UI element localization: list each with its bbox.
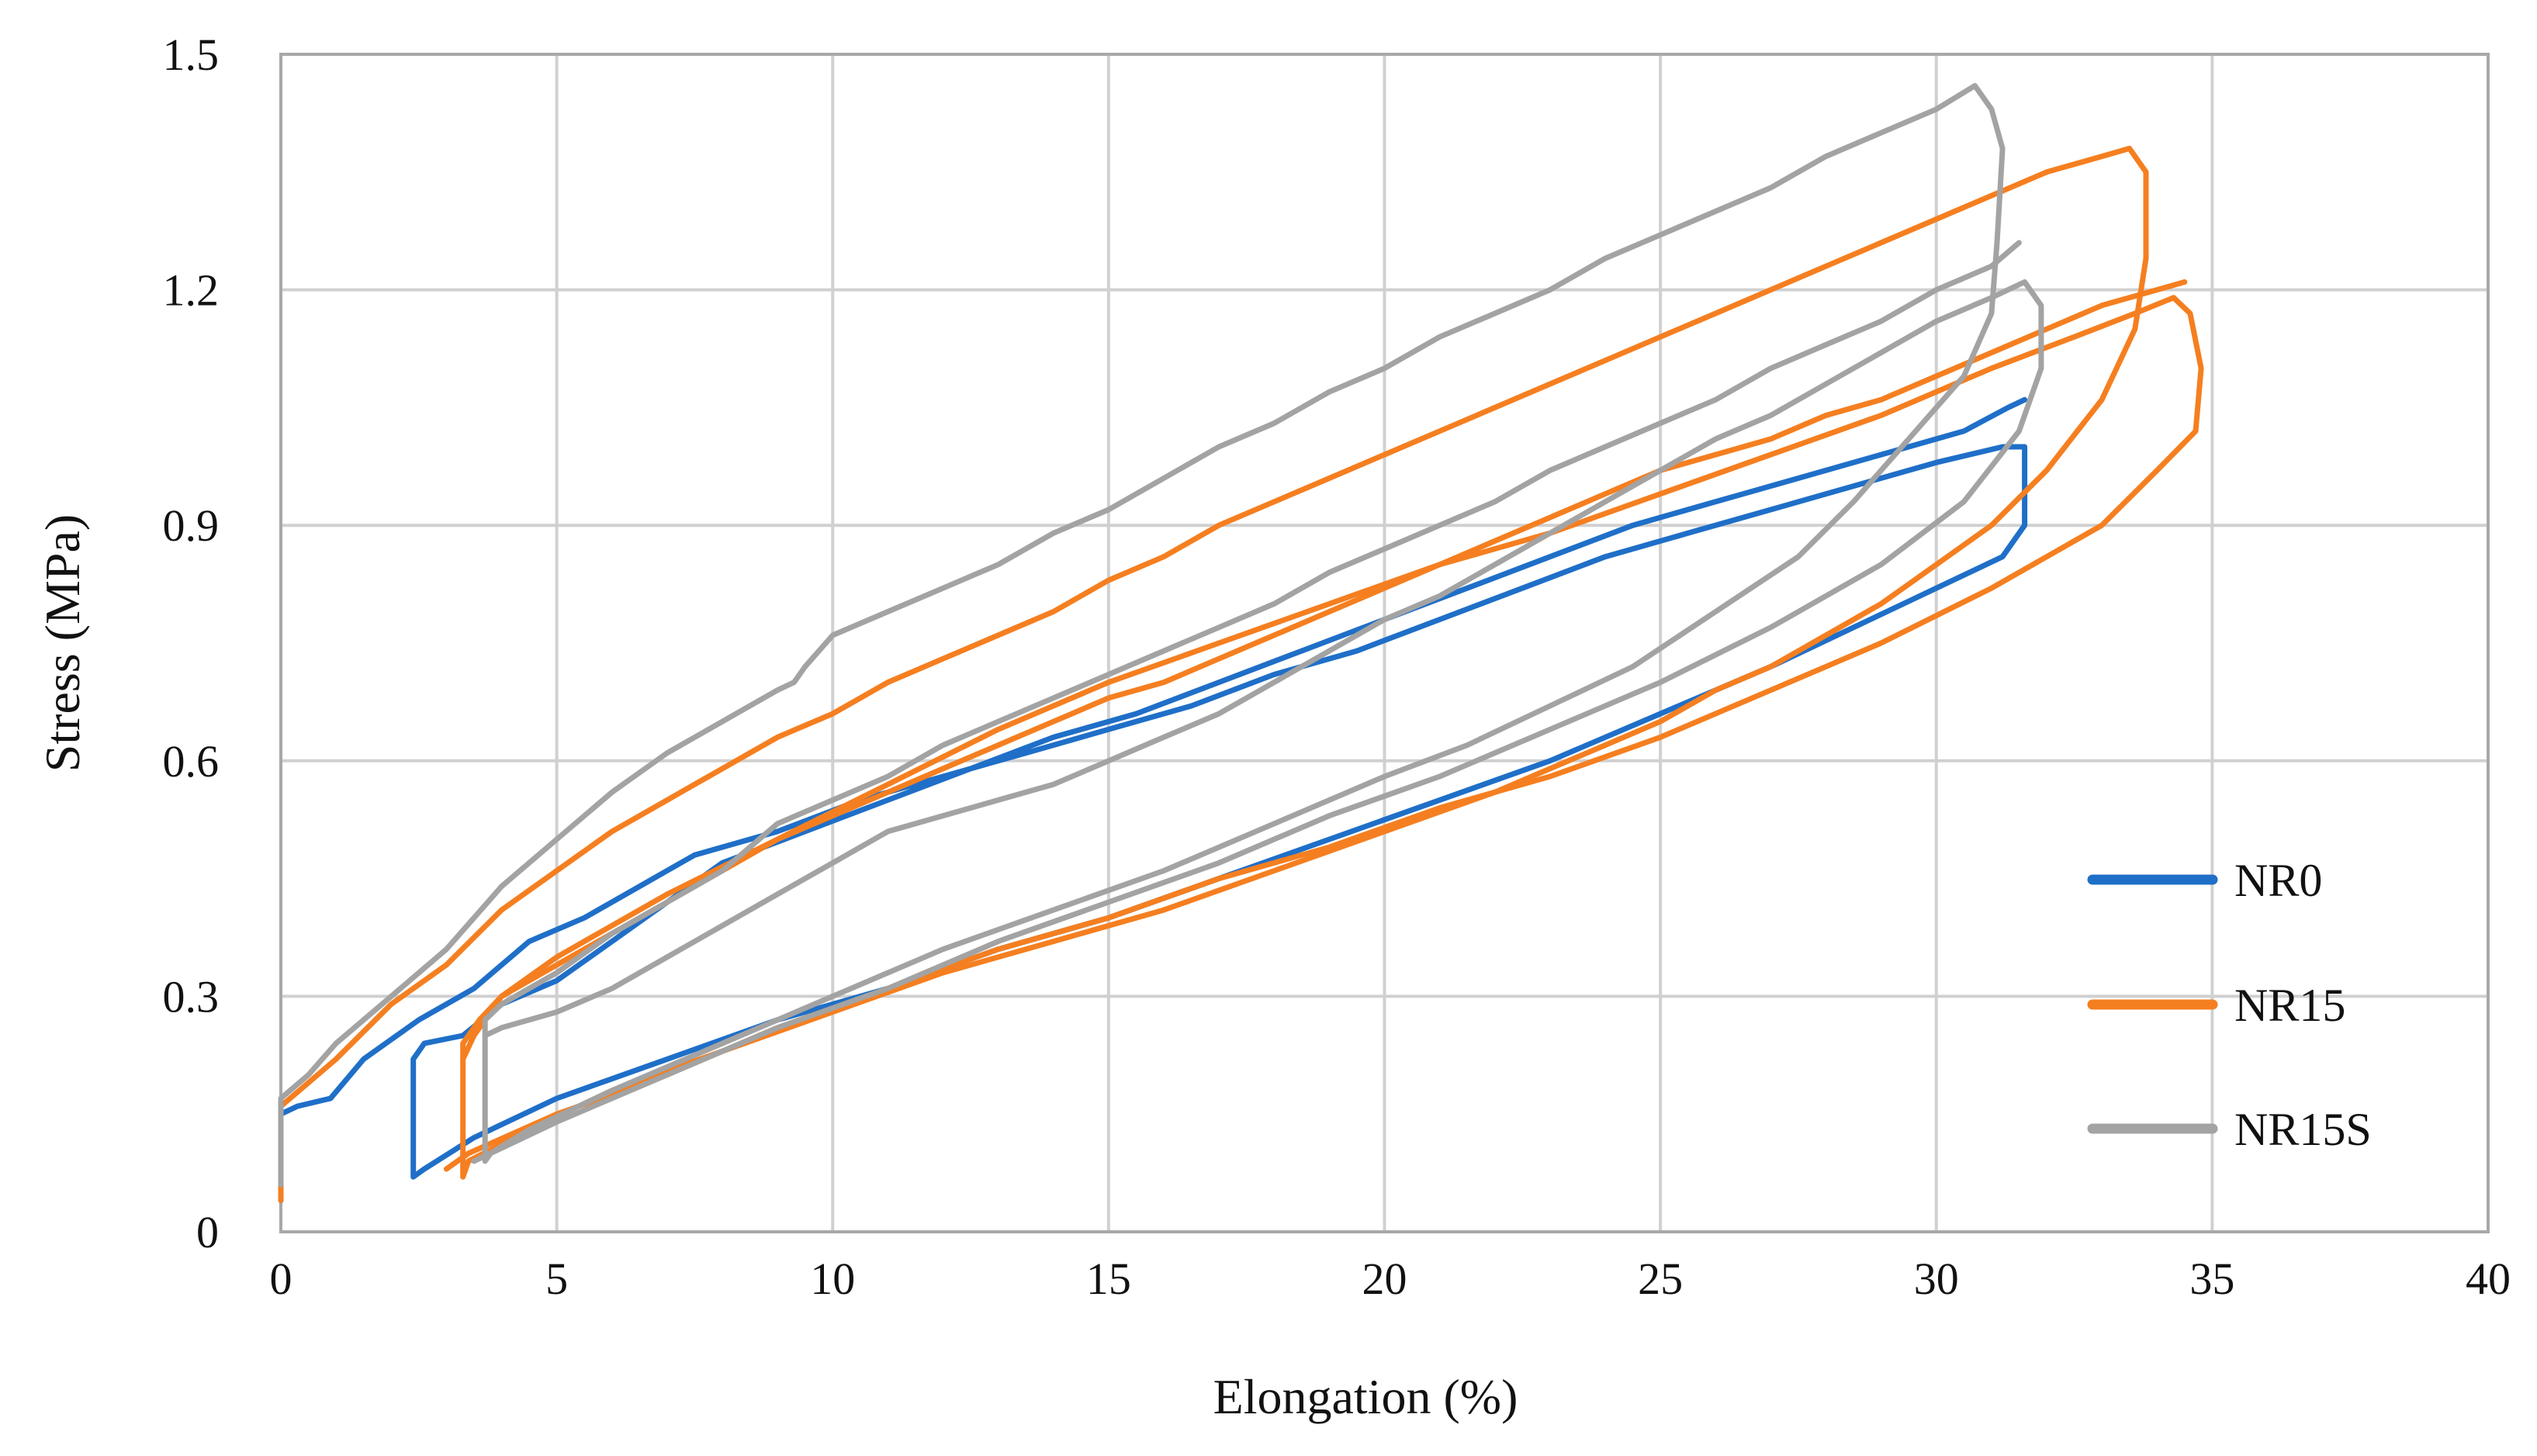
y-tick-label: 0 (196, 1207, 219, 1257)
x-tick-label: 20 (1362, 1254, 1407, 1304)
y-tick-label: 0.3 (163, 971, 220, 1022)
plot-area-frame (279, 53, 2490, 1233)
series-nr15s-curve-1 (278, 83, 2022, 1188)
x-axis-tick-labels: 0 5 10 15 20 25 30 35 40 (270, 1254, 2511, 1304)
x-tick-label: 40 (2466, 1254, 2511, 1304)
series-nr0-curve-1 (278, 396, 2028, 1203)
series-nr15-curve-2 (443, 295, 2204, 1172)
legend: NR0 NR15 NR15S (2087, 855, 2372, 1155)
grid-lines (281, 54, 2488, 1232)
y-tick-label: 0.9 (163, 500, 220, 551)
x-tick-label: 15 (1086, 1254, 1131, 1304)
series-lines (278, 83, 2204, 1203)
y-tick-label: 1.5 (163, 29, 220, 80)
y-axis-title: Stress (MPa) (35, 514, 90, 772)
x-tick-label: 30 (1914, 1254, 1959, 1304)
x-tick-label: 25 (1638, 1254, 1683, 1304)
legend-label-nr15: NR15 (2234, 980, 2345, 1031)
series-nr15-curve-1 (278, 145, 2188, 1203)
x-tick-label: 10 (810, 1254, 855, 1304)
x-tick-label: 5 (545, 1254, 568, 1304)
x-tick-label: 0 (270, 1254, 292, 1304)
series-nr15s-curve-2 (471, 279, 2044, 1164)
legend-label-nr0: NR0 (2234, 855, 2322, 906)
legend-label-nr15s: NR15S (2234, 1104, 2372, 1155)
x-tick-label: 35 (2189, 1254, 2234, 1304)
y-tick-label: 0.6 (163, 736, 220, 787)
x-axis-title: Elongation (%) (1213, 1369, 1518, 1424)
y-axis-tick-labels: 0 0.3 0.6 0.9 1.2 1.5 (163, 29, 220, 1257)
y-tick-label: 1.2 (163, 265, 220, 316)
